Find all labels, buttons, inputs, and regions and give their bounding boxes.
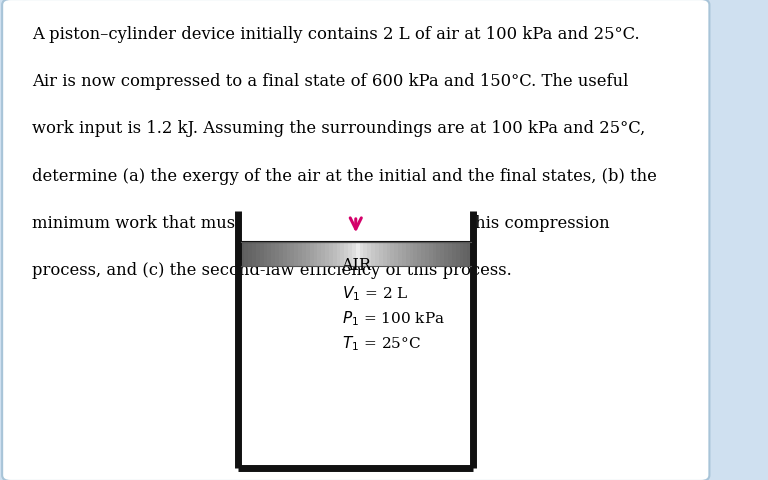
Bar xyxy=(333,242,336,266)
Bar xyxy=(344,242,348,266)
Bar xyxy=(394,242,398,266)
Bar xyxy=(452,242,455,266)
Text: work input is 1.2 kJ. Assuming the surroundings are at 100 kPa and 25°C,: work input is 1.2 kJ. Assuming the surro… xyxy=(32,120,645,137)
Bar xyxy=(244,242,248,266)
Bar xyxy=(390,242,394,266)
Bar xyxy=(371,242,375,266)
Bar xyxy=(406,242,409,266)
Bar xyxy=(429,242,432,266)
Bar xyxy=(317,242,321,266)
Bar xyxy=(240,242,244,266)
Bar xyxy=(417,242,421,266)
Bar xyxy=(363,242,367,266)
Bar xyxy=(263,242,267,266)
Bar xyxy=(298,242,302,266)
Text: minimum work that must be supplied to accomplish this compression: minimum work that must be supplied to ac… xyxy=(32,215,610,231)
Text: $\mathit{T}_1$ = 25°C: $\mathit{T}_1$ = 25°C xyxy=(342,334,420,353)
Bar xyxy=(367,242,371,266)
Text: process, and (c) the second-law efficiency of this process.: process, and (c) the second-law efficien… xyxy=(32,262,511,278)
Text: $\mathit{P}_1$ = 100 kPa: $\mathit{P}_1$ = 100 kPa xyxy=(342,309,445,328)
Bar xyxy=(440,242,444,266)
Bar xyxy=(348,242,352,266)
Text: $\mathit{V}_1$ = 2 L: $\mathit{V}_1$ = 2 L xyxy=(342,284,408,303)
Bar xyxy=(386,242,390,266)
Bar xyxy=(379,242,382,266)
Bar xyxy=(240,211,471,242)
Bar xyxy=(356,242,359,266)
Bar xyxy=(321,242,325,266)
Bar xyxy=(432,242,436,266)
Bar xyxy=(286,242,290,266)
Bar xyxy=(398,242,402,266)
Bar xyxy=(352,242,356,266)
Text: determine (a) the exergy of the air at the initial and the final states, (b) the: determine (a) the exergy of the air at t… xyxy=(32,168,657,184)
Bar xyxy=(463,242,467,266)
Bar xyxy=(329,242,333,266)
Bar xyxy=(409,242,413,266)
Bar xyxy=(402,242,406,266)
Bar xyxy=(256,242,260,266)
Bar xyxy=(467,242,471,266)
Bar xyxy=(455,242,459,266)
Text: Air is now compressed to a final state of 600 kPa and 150°C. The useful: Air is now compressed to a final state o… xyxy=(32,73,628,90)
Bar xyxy=(359,242,363,266)
Bar xyxy=(413,242,417,266)
Bar xyxy=(290,242,294,266)
Bar xyxy=(248,242,252,266)
Bar xyxy=(313,242,317,266)
Bar xyxy=(375,242,379,266)
Bar xyxy=(267,242,271,266)
Bar xyxy=(444,242,448,266)
Bar xyxy=(448,242,452,266)
Bar xyxy=(325,242,329,266)
Bar xyxy=(275,242,279,266)
Bar xyxy=(271,242,275,266)
Text: A piston–cylinder device initially contains 2 L of air at 100 kPa and 25°C.: A piston–cylinder device initially conta… xyxy=(32,26,640,43)
Bar xyxy=(421,242,425,266)
Bar xyxy=(340,242,344,266)
Bar xyxy=(294,242,298,266)
Bar xyxy=(436,242,440,266)
Bar xyxy=(302,242,306,266)
Bar xyxy=(425,242,429,266)
Bar xyxy=(336,242,340,266)
Bar xyxy=(252,242,256,266)
Bar xyxy=(283,242,286,266)
Text: AIR: AIR xyxy=(341,257,371,274)
Bar xyxy=(310,242,313,266)
Bar xyxy=(382,242,386,266)
FancyBboxPatch shape xyxy=(2,0,710,480)
Bar xyxy=(306,242,310,266)
Bar xyxy=(459,242,463,266)
Bar xyxy=(279,242,283,266)
Bar xyxy=(260,242,263,266)
Bar xyxy=(240,242,471,468)
